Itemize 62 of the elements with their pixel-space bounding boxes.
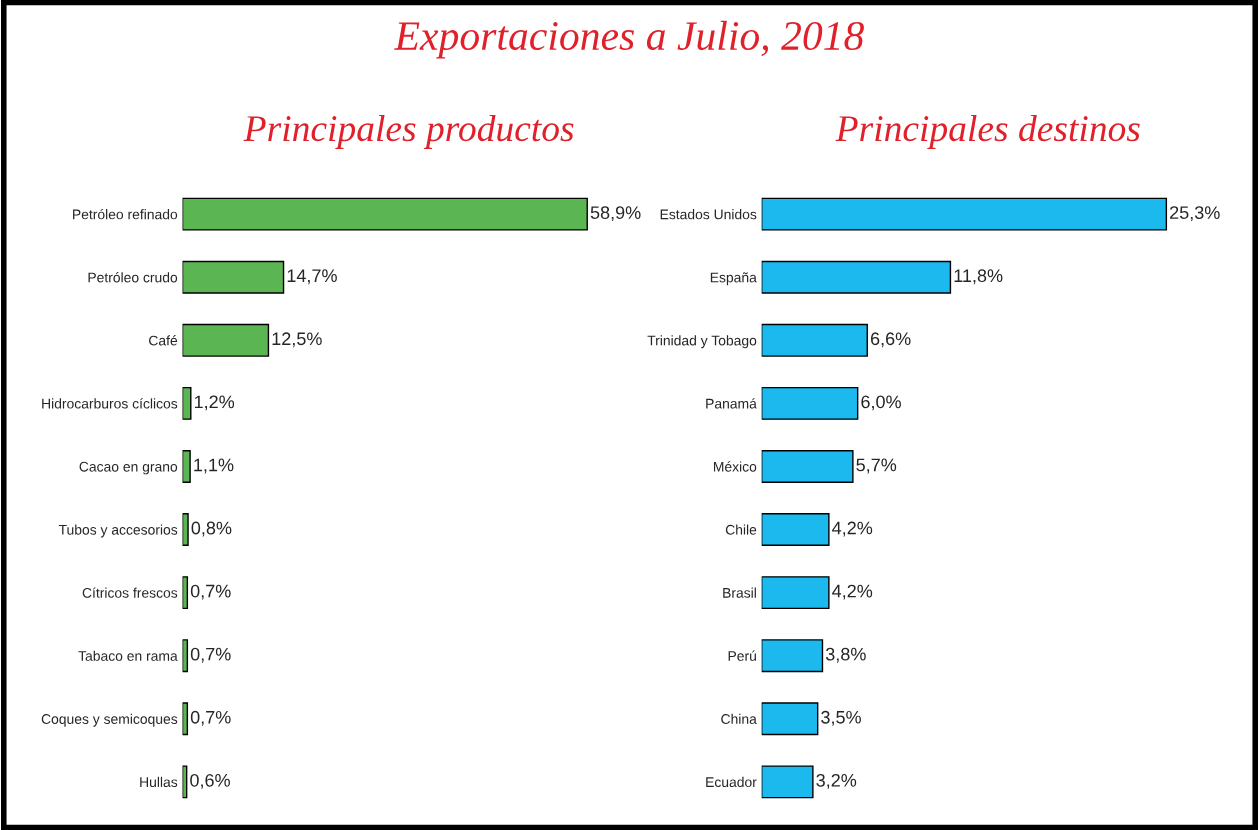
- data-label: 0,7%: [190, 584, 231, 600]
- bar: [182, 702, 189, 736]
- y-tick-label: Petróleo crudo: [88, 272, 178, 283]
- y-tick-label: Panamá: [706, 398, 757, 409]
- y-tick-label: México: [713, 461, 757, 472]
- bar: [761, 576, 830, 610]
- data-label: 3,2%: [816, 773, 857, 789]
- data-label: 0,6%: [190, 773, 230, 789]
- bar: [761, 323, 868, 357]
- data-label: 3,5%: [821, 710, 861, 726]
- bar: [761, 513, 830, 547]
- y-tick-label: Tabaco en rama: [78, 650, 178, 661]
- y-tick-label: Tubos y accesorios: [58, 524, 178, 538]
- y-tick-label: Hullas: [140, 776, 178, 788]
- chart-title: Principales destinos: [835, 114, 1140, 149]
- data-label: 6,0%: [861, 395, 901, 411]
- data-label: 58,9%: [590, 206, 641, 222]
- y-tick-label: Cacao en grano: [79, 461, 178, 475]
- data-label: 1,1%: [194, 458, 234, 474]
- data-label: 0,7%: [190, 647, 231, 663]
- y-tick-label: Hidrocarburos cíclicos: [42, 398, 178, 409]
- bar: [182, 260, 285, 294]
- bar: [182, 576, 189, 610]
- bar: [182, 386, 192, 420]
- y-tick-label: Coques y semicoques: [41, 713, 178, 727]
- data-label: 25,3%: [1170, 206, 1220, 222]
- bar: [761, 639, 824, 673]
- data-label: 3,8%: [825, 647, 866, 663]
- y-tick-label: Estados Unidos: [660, 209, 757, 220]
- y-tick-label: Chile: [725, 524, 757, 535]
- bar: [182, 323, 270, 357]
- data-label: 4,2%: [832, 584, 873, 600]
- bar: [182, 639, 189, 673]
- data-label: 0,7%: [190, 710, 231, 726]
- y-tick-label: Brasil: [723, 587, 756, 598]
- data-label: 12,5%: [272, 332, 322, 348]
- chart-subtitle: Principales productos: [243, 114, 574, 149]
- data-label: 1,2%: [194, 395, 235, 411]
- bar: [761, 449, 854, 483]
- chart-title: Exportaciones a Julio, 2018: [394, 20, 864, 59]
- data-label: 14,7%: [287, 269, 337, 285]
- y-tick-label: China: [721, 713, 757, 724]
- y-tick-label: Trinidad y Tobago: [647, 335, 757, 349]
- y-tick-label: Perú: [728, 650, 756, 661]
- y-tick-label: España: [710, 272, 757, 286]
- bar: [182, 449, 191, 483]
- y-tick-label: Cítricos frescos: [82, 587, 178, 598]
- data-label: 0,8%: [191, 521, 232, 537]
- data-label: 11,8%: [954, 269, 1003, 285]
- bar: [182, 513, 189, 547]
- bar: [182, 197, 588, 231]
- bar: [761, 765, 814, 799]
- y-tick-label: Ecuador: [706, 776, 757, 788]
- y-tick-label: Petróleo refinado: [73, 208, 178, 220]
- bar: [761, 260, 952, 294]
- bar: [761, 386, 859, 420]
- data-label: 6,6%: [870, 332, 911, 348]
- bar: [761, 197, 1168, 231]
- data-label: 5,7%: [856, 458, 897, 474]
- bar: [761, 702, 819, 736]
- y-tick-label: Café: [149, 335, 178, 346]
- data-label: 4,2%: [832, 521, 873, 537]
